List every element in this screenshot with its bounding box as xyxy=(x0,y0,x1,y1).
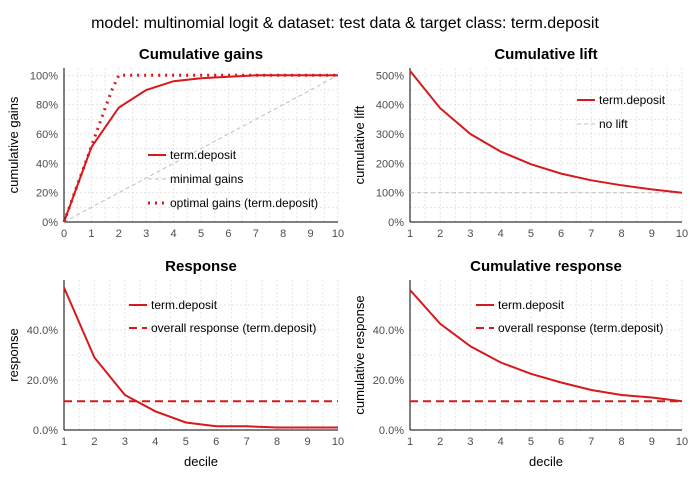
lift-y-tick-label: 100% xyxy=(376,188,404,200)
lift-x-tick-label: 7 xyxy=(588,228,594,240)
cumresp-series-line xyxy=(409,289,683,403)
gains-x-tick-label: 10 xyxy=(332,228,344,240)
lift-y-tick-label: 200% xyxy=(376,158,404,170)
cumresp-y-tick-label: 40.0% xyxy=(373,325,404,337)
response-y-axis-label: response xyxy=(6,328,21,381)
gains-legend-label: minimal gains xyxy=(170,172,243,186)
lift-title: Cumulative lift xyxy=(494,46,597,63)
response-x-axis-label: decile xyxy=(184,454,218,469)
gains-series-line xyxy=(63,74,338,223)
response-x-tick-label: 3 xyxy=(122,436,128,448)
lift-x-tick-label: 5 xyxy=(528,228,534,240)
lift-legend-label: term.deposit xyxy=(599,93,666,107)
gains-x-tick-label: 7 xyxy=(253,228,259,240)
cumresp-y-tick-label: 20.0% xyxy=(373,375,404,387)
response-x-tick-label: 1 xyxy=(61,436,67,448)
lift-x-tick-label: 10 xyxy=(676,228,688,240)
lift-x-tick-label: 6 xyxy=(558,228,564,240)
lift-x-tick-label: 8 xyxy=(618,228,624,240)
cumresp-x-tick-label: 2 xyxy=(437,436,443,448)
lift-y-tick-label: 0% xyxy=(388,217,404,229)
gains-x-tick-label: 3 xyxy=(143,228,149,240)
gains-x-tick-label: 9 xyxy=(308,228,314,240)
lift-y-tick-label: 400% xyxy=(376,100,404,112)
cumresp-y-axis-label: cumulative response xyxy=(352,295,367,414)
gains-x-tick-label: 1 xyxy=(88,228,94,240)
gains-y-tick-label: 20% xyxy=(36,188,58,200)
cumresp-x-tick-label: 6 xyxy=(558,436,564,448)
response-legend-label: term.deposit xyxy=(151,298,218,312)
lift-legend-label: no lift xyxy=(599,117,628,131)
response-x-tick-label: 8 xyxy=(274,436,280,448)
gains-y-tick-label: 60% xyxy=(36,129,58,141)
lift-y-tick-label: 500% xyxy=(376,70,404,82)
cumresp-legend-label: overall response (term.deposit) xyxy=(498,321,663,335)
gains-legend-label: term.deposit xyxy=(170,148,237,162)
cumresp-x-tick-label: 3 xyxy=(467,436,473,448)
cumresp-x-tick-label: 1 xyxy=(407,436,413,448)
gains-y-tick-label: 40% xyxy=(36,158,58,170)
cumresp-x-tick-label: 4 xyxy=(498,436,504,448)
lift-x-tick-label: 1 xyxy=(407,228,413,240)
cumresp-x-tick-label: 8 xyxy=(618,436,624,448)
gains-x-tick-label: 6 xyxy=(225,228,231,240)
lift-y-tick-label: 300% xyxy=(376,129,404,141)
lift-y-axis-label: cumulative lift xyxy=(352,105,367,184)
gains-x-tick-label: 8 xyxy=(280,228,286,240)
response-x-tick-label: 9 xyxy=(304,436,310,448)
gains-x-tick-label: 4 xyxy=(171,228,177,240)
gains-legend-label: optimal gains (term.deposit) xyxy=(170,196,318,210)
gains-y-tick-label: 80% xyxy=(36,100,58,112)
lift-x-tick-label: 3 xyxy=(467,228,473,240)
lift-x-tick-label: 4 xyxy=(498,228,504,240)
response-x-tick-label: 5 xyxy=(183,436,189,448)
cumresp-x-tick-label: 9 xyxy=(649,436,655,448)
lift-x-tick-label: 9 xyxy=(649,228,655,240)
response-series-line xyxy=(63,287,338,429)
response-title: Response xyxy=(165,258,237,275)
response-x-tick-label: 10 xyxy=(332,436,344,448)
cumresp-x-tick-label: 10 xyxy=(676,436,688,448)
lift-series-line xyxy=(409,70,683,194)
response-y-tick-label: 0.0% xyxy=(33,425,58,437)
response-x-tick-label: 4 xyxy=(152,436,158,448)
gains-series-line xyxy=(63,74,339,223)
cumresp-x-axis-label: decile xyxy=(529,454,563,469)
cumresp-legend-label: term.deposit xyxy=(498,298,565,312)
lift-x-tick-label: 2 xyxy=(437,228,443,240)
cumresp-y-tick-label: 0.0% xyxy=(379,425,404,437)
gains-x-tick-label: 5 xyxy=(198,228,204,240)
cumresp-x-tick-label: 7 xyxy=(588,436,594,448)
response-x-tick-label: 2 xyxy=(91,436,97,448)
response-x-tick-label: 6 xyxy=(213,436,219,448)
gains-y-tick-label: 0% xyxy=(42,217,58,229)
cumresp-x-tick-label: 5 xyxy=(528,436,534,448)
response-y-tick-label: 20.0% xyxy=(27,375,58,387)
response-x-tick-label: 7 xyxy=(244,436,250,448)
gains-y-axis-label: cumulative gains xyxy=(6,96,21,193)
gains-x-tick-label: 0 xyxy=(61,228,67,240)
cumresp-title: Cumulative response xyxy=(470,258,622,275)
gains-y-tick-label: 100% xyxy=(30,70,58,82)
response-y-tick-label: 40.0% xyxy=(27,325,58,337)
figure-title: model: multinomial logit & dataset: test… xyxy=(91,15,599,32)
gains-x-tick-label: 2 xyxy=(116,228,122,240)
gains-title: Cumulative gains xyxy=(139,46,263,63)
response-legend-label: overall response (term.deposit) xyxy=(151,321,316,335)
